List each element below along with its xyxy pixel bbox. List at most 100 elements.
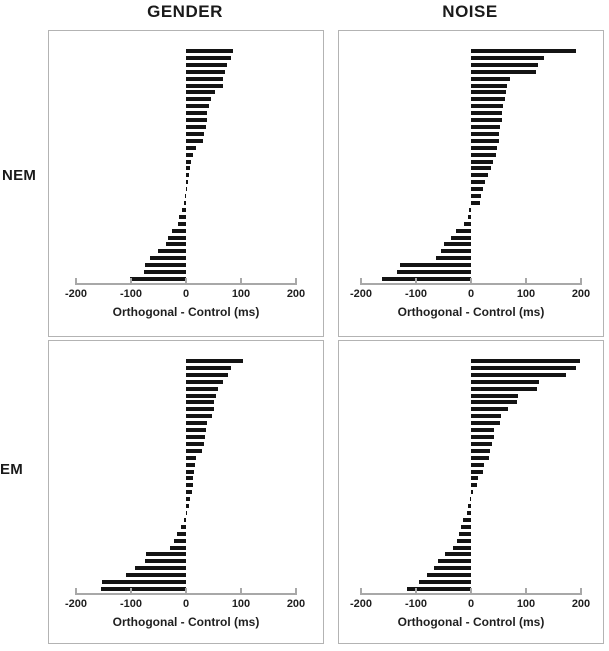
x-axis-title: Orthogonal - Control (ms)	[397, 305, 545, 319]
bar	[471, 421, 501, 426]
bar	[146, 552, 186, 557]
bar	[471, 194, 482, 199]
x-axis-tick	[415, 278, 417, 283]
bar	[471, 118, 502, 123]
row-label-nem: NEM	[2, 167, 37, 184]
bar	[471, 386, 537, 391]
bar	[471, 462, 484, 467]
x-axis-tick	[470, 588, 472, 593]
bar	[471, 428, 495, 433]
bar	[471, 180, 485, 185]
bar	[471, 90, 507, 95]
bar	[471, 441, 492, 446]
bar	[471, 69, 536, 74]
bar	[184, 517, 186, 522]
x-axis-tick-label: 200	[571, 288, 591, 300]
x-axis-tick-label: 0	[182, 288, 190, 300]
bar	[471, 435, 494, 439]
bar	[186, 187, 188, 192]
x-axis-tick	[470, 278, 472, 283]
x-axis-tick	[185, 588, 187, 593]
bar	[186, 372, 228, 377]
bar	[467, 214, 471, 219]
x-axis-tick-label: 100	[231, 598, 251, 610]
bar	[471, 201, 481, 205]
bar	[453, 545, 471, 550]
bar	[471, 83, 507, 88]
column-title-gender: GENDER	[147, 2, 223, 21]
bar	[186, 118, 207, 123]
x-axis-line	[75, 593, 297, 595]
bar	[471, 414, 502, 419]
bar	[471, 407, 509, 412]
bar	[150, 256, 186, 261]
bar	[433, 566, 471, 571]
x-axis-tick	[580, 588, 582, 593]
bar	[438, 559, 471, 564]
x-axis-tick	[295, 588, 297, 593]
bar	[456, 228, 471, 233]
bar	[468, 504, 471, 509]
bar	[471, 125, 501, 129]
bar	[459, 531, 471, 536]
x-axis-tick-label: 200	[286, 598, 306, 610]
bar	[186, 462, 195, 467]
bar	[440, 249, 471, 254]
bar	[186, 407, 214, 412]
bar	[186, 152, 193, 157]
chart-panel-gender-nem: -200 -100 0 100 200 Orthogonal - Control (ms)	[48, 30, 324, 337]
x-axis-tick	[360, 588, 362, 593]
x-axis-tick	[185, 278, 187, 283]
bar	[180, 524, 186, 529]
bar	[186, 62, 228, 67]
bar	[471, 76, 511, 81]
x-axis-tick-label: 100	[231, 288, 251, 300]
bar	[471, 62, 538, 67]
bar	[179, 214, 186, 219]
bar	[186, 159, 191, 164]
x-axis-tick	[75, 278, 77, 283]
bar	[444, 242, 471, 247]
column-title-noise: NOISE	[442, 2, 498, 21]
x-axis-tick	[130, 278, 132, 283]
bar	[186, 138, 204, 143]
bar	[102, 580, 186, 585]
bar	[461, 524, 471, 529]
bar	[471, 483, 478, 488]
x-axis-tick-label: 0	[467, 288, 475, 300]
bar	[186, 511, 188, 515]
x-axis-title: Orthogonal - Control (ms)	[112, 615, 260, 629]
x-axis-line	[360, 593, 582, 595]
x-axis-tick	[580, 278, 582, 283]
bar	[462, 517, 471, 522]
x-axis-tick-label: -200	[64, 598, 88, 610]
bar	[471, 152, 496, 157]
bar	[186, 455, 196, 460]
bar	[436, 256, 471, 261]
x-axis-tick-label: -200	[349, 288, 373, 300]
bar	[186, 145, 197, 150]
bar	[172, 228, 186, 233]
x-axis-title: Orthogonal - Control (ms)	[112, 305, 260, 319]
bar	[186, 448, 202, 453]
bar	[167, 235, 186, 240]
bar	[186, 469, 195, 474]
bar	[457, 538, 471, 543]
bar	[471, 104, 504, 109]
bar	[186, 90, 215, 95]
bar	[186, 476, 194, 481]
bar	[145, 263, 186, 268]
bar	[186, 173, 190, 178]
row-label-em: EM	[0, 461, 24, 478]
bar	[186, 180, 189, 185]
bar	[186, 131, 205, 136]
bar	[101, 587, 186, 591]
bar	[471, 359, 580, 363]
bar	[464, 221, 471, 226]
x-axis-tick	[360, 278, 362, 283]
bar	[471, 159, 493, 164]
bar	[186, 55, 232, 60]
bar	[471, 173, 489, 178]
chart-panel-gender-em: -200 -100 0 100 200 Orthogonal - Control (ms)	[48, 340, 324, 644]
